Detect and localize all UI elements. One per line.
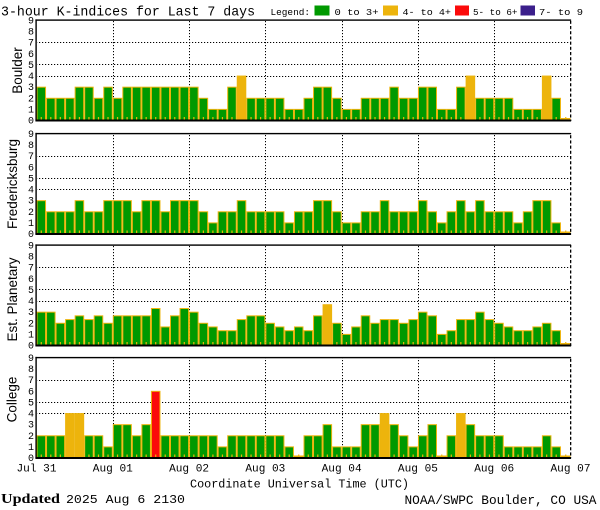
svg-text:8: 8 xyxy=(28,28,34,39)
svg-text:4: 4 xyxy=(28,72,34,83)
svg-text:8: 8 xyxy=(28,141,34,152)
svg-text:4- to 4+: 4- to 4+ xyxy=(403,7,452,18)
svg-text:College: College xyxy=(5,377,20,423)
svg-text:8: 8 xyxy=(28,253,34,264)
svg-text:1: 1 xyxy=(28,219,34,230)
svg-text:9: 9 xyxy=(28,242,34,253)
svg-text:Fredericksburg: Fredericksburg xyxy=(5,139,20,229)
svg-text:1: 1 xyxy=(28,105,34,116)
svg-text:6: 6 xyxy=(28,50,34,61)
svg-text:5: 5 xyxy=(28,61,34,72)
svg-text:0: 0 xyxy=(28,117,34,128)
svg-text:4: 4 xyxy=(28,297,34,308)
svg-text:Aug 05: Aug 05 xyxy=(398,464,438,476)
svg-text:8: 8 xyxy=(28,365,34,376)
svg-text:3: 3 xyxy=(28,83,34,94)
svg-text:5- to 6+: 5- to 6+ xyxy=(473,7,518,18)
svg-text:Boulder: Boulder xyxy=(10,47,25,94)
svg-text:Coordinate Universal Time (UTC: Coordinate Universal Time (UTC) xyxy=(190,478,409,492)
svg-text:2: 2 xyxy=(28,432,34,443)
svg-text:7: 7 xyxy=(28,39,34,50)
svg-text:3: 3 xyxy=(28,197,34,208)
svg-text:1: 1 xyxy=(28,443,34,454)
svg-text:Aug 01: Aug 01 xyxy=(93,464,133,476)
svg-text:2: 2 xyxy=(28,208,34,219)
svg-text:2: 2 xyxy=(28,94,34,105)
svg-text:Aug 03: Aug 03 xyxy=(245,464,285,476)
svg-text:9: 9 xyxy=(28,17,34,28)
svg-text:Aug 02: Aug 02 xyxy=(169,464,209,476)
svg-text:Aug 04: Aug 04 xyxy=(322,464,362,476)
svg-text:7: 7 xyxy=(28,264,34,275)
svg-text:7: 7 xyxy=(28,376,34,387)
svg-text:Est. Planetary: Est. Planetary xyxy=(5,257,20,341)
svg-text:6: 6 xyxy=(28,163,34,174)
svg-text:6: 6 xyxy=(28,275,34,286)
svg-text:Legend:: Legend: xyxy=(271,7,311,18)
svg-text:Aug 06: Aug 06 xyxy=(474,464,514,476)
svg-text:Updated: Updated xyxy=(1,492,60,507)
svg-text:9: 9 xyxy=(28,130,34,141)
svg-text:6: 6 xyxy=(28,387,34,398)
svg-text:3: 3 xyxy=(28,421,34,432)
svg-text:4: 4 xyxy=(28,410,34,421)
svg-text:3: 3 xyxy=(28,308,34,319)
svg-text:0: 0 xyxy=(28,454,34,465)
svg-text:2025 Aug 6 2130: 2025 Aug 6 2130 xyxy=(66,493,185,507)
svg-text:Aug 07: Aug 07 xyxy=(551,464,591,476)
svg-text:4: 4 xyxy=(28,186,34,197)
svg-text:5: 5 xyxy=(28,398,34,409)
svg-text:7- to 9: 7- to 9 xyxy=(539,7,583,18)
svg-text:7: 7 xyxy=(28,152,34,163)
svg-text:2: 2 xyxy=(28,319,34,330)
svg-text:9: 9 xyxy=(28,354,34,365)
svg-text:3-hour K-indices for Last 7 da: 3-hour K-indices for Last 7 days xyxy=(1,5,255,21)
svg-text:5: 5 xyxy=(28,174,34,185)
svg-text:5: 5 xyxy=(28,286,34,297)
svg-text:Jul 31: Jul 31 xyxy=(17,464,57,476)
svg-text:0: 0 xyxy=(28,342,34,353)
svg-text:0: 0 xyxy=(28,230,34,241)
svg-text:0 to 3+: 0 to 3+ xyxy=(335,7,379,18)
svg-text:NOAA/SWPC Boulder, CO USA: NOAA/SWPC Boulder, CO USA xyxy=(405,493,597,508)
svg-text:1: 1 xyxy=(28,330,34,341)
